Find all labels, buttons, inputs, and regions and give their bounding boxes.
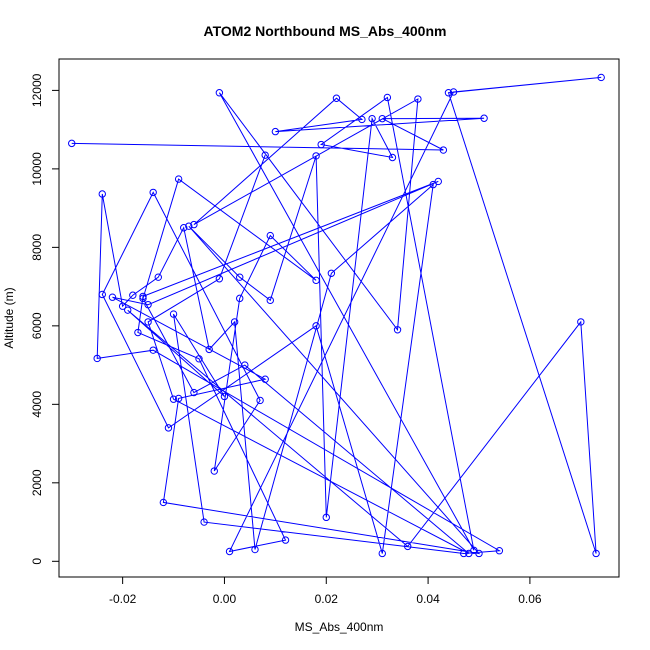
series-layer <box>68 73 605 558</box>
x-axis-label: MS_Abs_400nm <box>295 620 384 634</box>
data-point <box>261 375 269 383</box>
data-point <box>149 346 157 354</box>
data-point <box>465 549 473 558</box>
data-point <box>358 115 366 124</box>
data-point <box>429 180 437 189</box>
data-point <box>169 395 178 403</box>
x-tick-label: 0.06 <box>518 592 542 606</box>
data-point <box>169 310 178 318</box>
data-point <box>393 326 402 334</box>
data-point <box>332 94 341 102</box>
data-point <box>592 549 600 558</box>
data-point <box>230 318 239 326</box>
y-tick-label: 6000 <box>30 312 44 339</box>
data-point <box>322 513 330 522</box>
data-point <box>317 140 325 149</box>
data-point <box>134 328 142 337</box>
data-point <box>480 114 488 122</box>
chart-title: ATOM2 Northbound MS_Abs_400nm <box>204 23 447 39</box>
data-point <box>597 73 605 82</box>
data-point <box>159 498 168 507</box>
data-point <box>144 300 152 309</box>
data-point <box>577 318 585 326</box>
data-point <box>475 549 483 558</box>
y-tick-label: 10000 <box>30 152 44 186</box>
data-point <box>215 89 224 97</box>
data-point <box>129 291 137 299</box>
data-point <box>195 355 203 363</box>
data-point <box>108 293 117 301</box>
data-point <box>236 273 244 281</box>
data-point <box>220 392 229 401</box>
data-point <box>460 549 468 558</box>
data-point <box>139 292 147 301</box>
data-point <box>190 388 198 397</box>
data-point <box>174 175 183 183</box>
data-point <box>225 547 234 556</box>
data-point <box>378 114 386 123</box>
data-point <box>93 354 101 363</box>
data-point <box>98 290 106 299</box>
data-point <box>180 224 188 232</box>
data-point <box>200 518 208 526</box>
y-tick-label: 2000 <box>30 469 44 496</box>
data-point <box>449 88 458 96</box>
data-point <box>327 269 336 277</box>
data-point <box>378 549 386 558</box>
data-point <box>144 318 152 326</box>
data-point <box>256 396 264 405</box>
data-point <box>215 275 224 283</box>
data-point <box>68 139 76 148</box>
x-tick-label: 0.02 <box>315 592 339 606</box>
x-tick-label: 0.00 <box>213 592 237 606</box>
data-point <box>241 361 249 369</box>
data-point <box>139 294 147 303</box>
y-tick-label: 0 <box>30 558 44 565</box>
data-point <box>124 306 132 314</box>
data-point <box>271 127 280 136</box>
data-point <box>266 296 274 305</box>
data-point <box>205 345 213 354</box>
data-point <box>281 536 290 544</box>
data-point <box>439 146 448 154</box>
data-point <box>98 190 106 198</box>
data-point <box>149 188 157 197</box>
y-tick-label: 12000 <box>30 73 44 107</box>
data-point <box>266 231 274 240</box>
data-point <box>261 151 269 159</box>
x-axis: -0.02 0.00 0.02 0.04 0.06 <box>109 576 542 606</box>
series-line <box>71 76 602 555</box>
plot-frame <box>58 58 620 578</box>
data-point <box>388 153 397 162</box>
data-point <box>414 95 422 103</box>
data-point <box>404 542 412 551</box>
data-point <box>251 545 259 554</box>
y-tick-label: 4000 <box>30 391 44 418</box>
data-point <box>444 89 453 97</box>
data-point <box>118 302 127 310</box>
data-point <box>495 547 504 555</box>
data-point <box>185 222 193 230</box>
data-point <box>312 276 320 285</box>
data-point <box>312 322 320 330</box>
data-point <box>236 294 244 303</box>
data-point <box>154 273 162 281</box>
data-point <box>164 424 173 432</box>
data-point <box>174 394 183 403</box>
data-point <box>210 467 218 475</box>
data-point <box>312 152 320 160</box>
x-tick-label: 0.04 <box>416 592 440 606</box>
y-axis-label: Altitude (m) <box>2 287 16 348</box>
data-point <box>383 93 392 102</box>
x-tick-label: -0.02 <box>109 592 137 606</box>
data-point <box>368 114 376 123</box>
data-point <box>190 220 198 229</box>
y-axis: 0 2000 4000 6000 8000 10000 12000 <box>30 73 60 565</box>
y-tick-label: 8000 <box>30 234 44 261</box>
